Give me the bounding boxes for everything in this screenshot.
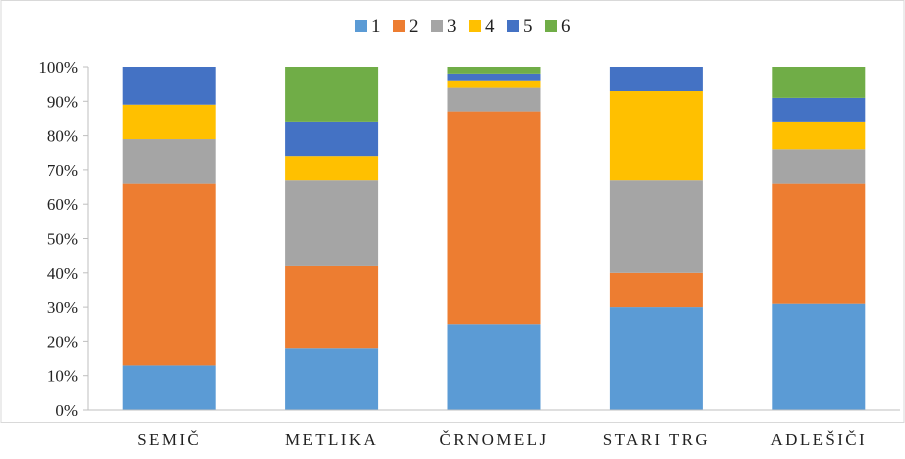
y-tick-label: 30%	[47, 298, 78, 317]
legend-label: 6	[561, 16, 571, 37]
bar-segment-series-6	[772, 67, 866, 98]
x-tick-label: ADLEŠIČI	[770, 430, 867, 449]
x-tick-label: METLIKA	[285, 430, 378, 449]
bar-segment-series-1	[447, 324, 541, 410]
legend-swatch	[469, 20, 481, 32]
legend-item: 5	[507, 16, 533, 37]
bar-stack	[609, 67, 703, 410]
x-tick-label: SEMIČ	[137, 430, 201, 449]
legend-item: 4	[469, 16, 495, 37]
bar-segment-series-3	[122, 139, 216, 184]
legend-swatch	[507, 20, 519, 32]
bar-segment-series-5	[447, 73, 541, 81]
bars	[122, 67, 866, 410]
bar-segment-series-5	[772, 97, 866, 122]
y-tick-label: 90%	[47, 92, 78, 111]
legend-swatch	[431, 20, 443, 32]
legend-item: 3	[431, 16, 457, 37]
bar-segment-series-4	[447, 80, 541, 88]
bar-stack	[447, 67, 541, 410]
bar-segment-series-5	[122, 67, 216, 105]
legend-item: 2	[393, 16, 419, 37]
legend-label: 1	[371, 16, 381, 37]
legend-swatch	[393, 20, 405, 32]
bar-segment-series-3	[609, 180, 703, 273]
bar-segment-series-4	[122, 104, 216, 140]
bar-stack	[122, 67, 216, 410]
bar-segment-series-3	[285, 180, 379, 266]
bar-segment-series-3	[772, 149, 866, 184]
bar-segment-series-3	[447, 87, 541, 112]
y-tick-label: 40%	[47, 264, 78, 283]
y-tick-label: 10%	[47, 367, 78, 386]
bar-segment-series-1	[772, 303, 866, 410]
bar-segment-series-4	[609, 91, 703, 181]
legend-item: 1	[355, 16, 381, 37]
bar-segment-series-4	[285, 156, 379, 181]
legend-label: 5	[523, 16, 533, 37]
bar-segment-series-6	[447, 67, 541, 74]
legend-swatch	[545, 20, 557, 32]
y-tick-label: 20%	[47, 332, 78, 351]
bar-segment-series-6	[285, 67, 379, 122]
y-tick-label: 100%	[38, 58, 78, 77]
y-tick-label: 80%	[47, 127, 78, 146]
legend-swatch	[355, 20, 367, 32]
y-tick-label: 0%	[55, 401, 78, 420]
bar-segment-series-2	[447, 111, 541, 325]
bar-segment-series-5	[285, 121, 379, 157]
bar-segment-series-2	[285, 265, 379, 349]
bar-segment-series-1	[122, 365, 216, 410]
bar-segment-series-1	[609, 307, 703, 410]
legend-label: 4	[485, 16, 495, 37]
legend-label: 2	[409, 16, 419, 37]
bar-segment-series-2	[609, 272, 703, 308]
bar-stack	[772, 67, 866, 410]
x-tick-label: STARI TRG	[603, 430, 710, 449]
x-axis: SEMIČ METLIKA ČRNOMELJ STARI TRG ADLEŠIČI	[88, 409, 900, 449]
y-tick-label: 60%	[47, 195, 78, 214]
bar-segment-series-4	[772, 121, 866, 150]
legend-item: 6	[545, 16, 571, 37]
y-tick-label: 50%	[47, 230, 78, 249]
bar-segment-series-2	[122, 183, 216, 366]
legend: 1 2 3 4 5 6	[355, 16, 571, 37]
bar-segment-series-2	[772, 183, 866, 304]
y-tick-label: 70%	[47, 161, 78, 180]
bar-stack	[285, 67, 379, 410]
bar-segment-series-5	[609, 67, 703, 92]
x-tick-label: ČRNOMELJ	[440, 430, 549, 449]
y-axis: 0% 10% 20% 30% 40% 50% 60% 70% 80% 90% 100%	[38, 58, 89, 420]
bar-segment-series-1	[285, 348, 379, 410]
legend-label: 3	[447, 16, 457, 37]
